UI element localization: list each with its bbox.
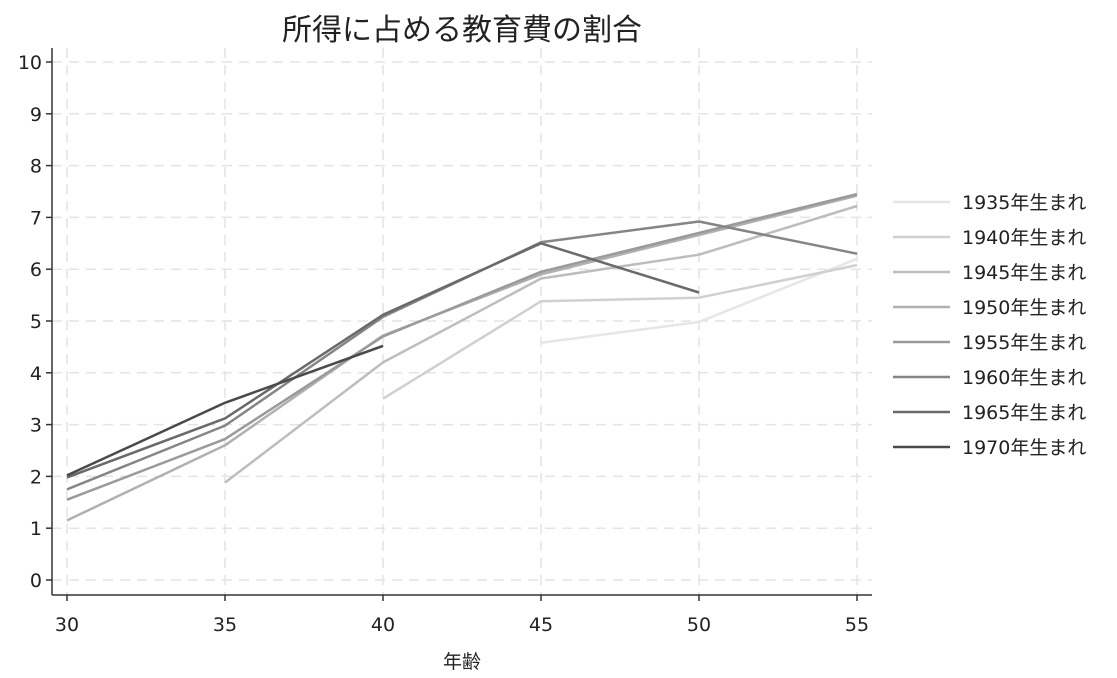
- x-tick-label: 55: [845, 614, 869, 636]
- series-lines: [66, 192, 858, 522]
- series-line: [66, 242, 700, 479]
- legend-label: 1950年生まれ: [962, 297, 1086, 319]
- y-tick-label: 5: [30, 311, 42, 333]
- x-tick-label: 40: [371, 614, 395, 636]
- y-tick-label: 9: [30, 104, 42, 126]
- series-line: [66, 344, 384, 477]
- legend: 1935年生まれ 1940年生まれ 1945年生まれ 1950年生まれ 1955年生まれ…: [893, 192, 1086, 459]
- x-tick-label: 35: [213, 614, 237, 636]
- y-tick-label: 7: [30, 207, 42, 229]
- legend-label: 1940年生まれ: [962, 227, 1086, 249]
- y-tick-label: 1: [30, 518, 42, 540]
- legend-label: 1970年生まれ: [962, 437, 1086, 459]
- legend-label: 1965年生まれ: [962, 402, 1086, 424]
- series-line: [66, 192, 858, 501]
- x-tick-label: 45: [529, 614, 553, 636]
- series-line: [66, 220, 858, 491]
- legend-label: 1960年生まれ: [962, 367, 1086, 389]
- x-tick-label: 50: [687, 614, 711, 636]
- series-line: [540, 257, 858, 345]
- legend-label: 1955年生まれ: [962, 332, 1086, 354]
- legend-label: 1935年生まれ: [962, 192, 1086, 214]
- y-tick-label: 2: [30, 466, 42, 488]
- x-axis-label: 年齢: [443, 651, 481, 673]
- y-tick-label: 8: [30, 156, 42, 178]
- series-line: [66, 194, 858, 522]
- x-tick-label: 30: [55, 614, 79, 636]
- chart-title: 所得に占める教育費の割合: [282, 13, 642, 48]
- y-tick-label: 4: [30, 363, 42, 385]
- series-line: [224, 204, 858, 484]
- y-tick-label: 6: [30, 259, 42, 281]
- y-tick-label: 0: [30, 570, 42, 592]
- legend-label: 1945年生まれ: [962, 262, 1086, 284]
- y-tick-label: 10: [18, 52, 42, 74]
- y-tick-label: 3: [30, 415, 42, 437]
- series-line: [382, 263, 858, 400]
